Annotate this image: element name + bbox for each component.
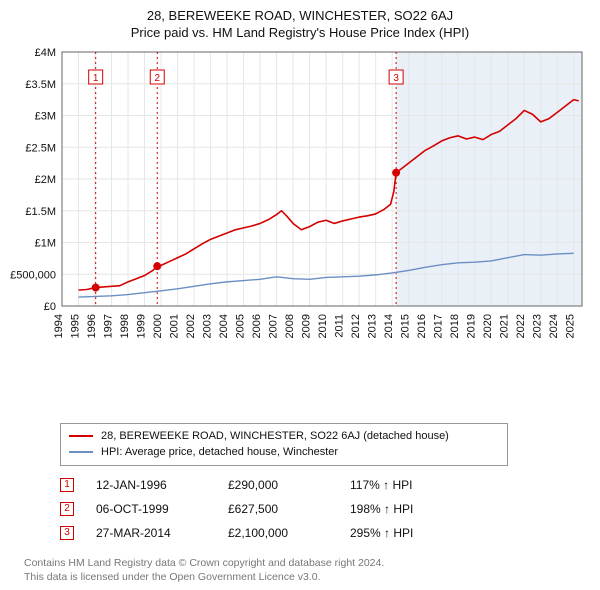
svg-text:£3M: £3M [35, 111, 56, 123]
svg-text:£4M: £4M [35, 47, 56, 59]
legend-swatch-red [69, 435, 93, 437]
svg-text:2007: 2007 [268, 314, 280, 338]
event-marker: 2 [60, 502, 74, 516]
chart-card: 28, BEREWEEKE ROAD, WINCHESTER, SO22 6AJ… [0, 0, 600, 590]
event-row: 3 27-MAR-2014 £2,100,000 295% ↑ HPI [60, 526, 586, 540]
title-address: 28, BEREWEEKE ROAD, WINCHESTER, SO22 6AJ [10, 8, 590, 23]
event-date: 06-OCT-1999 [96, 502, 206, 516]
svg-text:£0: £0 [44, 301, 56, 313]
event-marker: 3 [60, 526, 74, 540]
svg-text:2023: 2023 [532, 314, 544, 338]
svg-text:£500,000: £500,000 [10, 269, 56, 281]
svg-text:2000: 2000 [152, 314, 164, 338]
svg-text:2013: 2013 [367, 314, 379, 338]
svg-text:1997: 1997 [103, 314, 115, 338]
footer-line2: This data is licensed under the Open Gov… [24, 570, 586, 584]
event-row: 1 12-JAN-1996 £290,000 117% ↑ HPI [60, 478, 586, 492]
svg-text:£3.5M: £3.5M [25, 79, 56, 91]
price-chart: £0 £500,000 £1M £1.5M £2M £2.5M £3M £3.5M £4M 199… [10, 46, 590, 356]
svg-text:2: 2 [154, 73, 160, 84]
titles: 28, BEREWEEKE ROAD, WINCHESTER, SO22 6AJ… [10, 8, 590, 46]
svg-text:2025: 2025 [565, 314, 577, 338]
svg-text:2004: 2004 [218, 314, 230, 338]
svg-text:£2M: £2M [35, 174, 56, 186]
event-date: 12-JAN-1996 [96, 478, 206, 492]
svg-text:2022: 2022 [515, 314, 527, 338]
svg-text:2003: 2003 [202, 314, 214, 338]
event-date: 27-MAR-2014 [96, 526, 206, 540]
svg-text:2020: 2020 [482, 314, 494, 338]
svg-text:1999: 1999 [136, 314, 148, 338]
svg-text:2001: 2001 [169, 314, 181, 338]
svg-text:2015: 2015 [400, 314, 412, 338]
svg-text:2021: 2021 [499, 314, 511, 338]
svg-text:3: 3 [393, 73, 399, 84]
svg-text:2024: 2024 [548, 314, 560, 338]
chart-container: £0 £500,000 £1M £1.5M £2M £2.5M £3M £3.5M £4M 199… [10, 46, 590, 417]
footer-attribution: Contains HM Land Registry data © Crown c… [24, 556, 586, 584]
svg-text:2002: 2002 [185, 314, 197, 338]
svg-text:2019: 2019 [466, 314, 478, 338]
svg-text:1: 1 [93, 73, 99, 84]
legend-label-blue: HPI: Average price, detached house, Winc… [101, 444, 338, 461]
svg-text:2017: 2017 [433, 314, 445, 338]
event-pct: 198% ↑ HPI [350, 502, 413, 516]
svg-text:2011: 2011 [334, 314, 346, 338]
event-pct: 117% ↑ HPI [350, 478, 412, 492]
svg-text:2005: 2005 [235, 314, 247, 338]
event-price: £290,000 [228, 478, 328, 492]
event-pct: 295% ↑ HPI [350, 526, 413, 540]
event-price: £2,100,000 [228, 526, 328, 540]
svg-text:1998: 1998 [119, 314, 131, 338]
svg-text:£2.5M: £2.5M [25, 142, 56, 154]
title-subtitle: Price paid vs. HM Land Registry's House … [10, 25, 590, 40]
svg-text:£1.5M: £1.5M [25, 206, 56, 218]
svg-text:1995: 1995 [70, 314, 82, 338]
svg-text:2012: 2012 [350, 314, 362, 338]
legend: 28, BEREWEEKE ROAD, WINCHESTER, SO22 6AJ… [60, 423, 508, 466]
transaction-events: 1 12-JAN-1996 £290,000 117% ↑ HPI 2 06-O… [60, 478, 586, 550]
event-row: 2 06-OCT-1999 £627,500 198% ↑ HPI [60, 502, 586, 516]
legend-row-property: 28, BEREWEEKE ROAD, WINCHESTER, SO22 6AJ… [69, 428, 499, 445]
event-marker: 1 [60, 478, 74, 492]
legend-row-hpi: HPI: Average price, detached house, Winc… [69, 444, 499, 461]
event-price: £627,500 [228, 502, 328, 516]
svg-text:1994: 1994 [53, 314, 65, 338]
svg-text:2016: 2016 [416, 314, 428, 338]
svg-text:2018: 2018 [449, 314, 461, 338]
svg-text:2010: 2010 [317, 314, 329, 338]
legend-swatch-blue [69, 451, 93, 453]
legend-label-red: 28, BEREWEEKE ROAD, WINCHESTER, SO22 6AJ… [101, 428, 449, 445]
svg-text:1996: 1996 [86, 314, 98, 338]
svg-text:2009: 2009 [301, 314, 313, 338]
svg-text:2006: 2006 [251, 314, 263, 338]
svg-text:2008: 2008 [284, 314, 296, 338]
svg-text:£1M: £1M [35, 238, 56, 250]
svg-text:2014: 2014 [383, 314, 395, 338]
footer-line1: Contains HM Land Registry data © Crown c… [24, 556, 586, 570]
